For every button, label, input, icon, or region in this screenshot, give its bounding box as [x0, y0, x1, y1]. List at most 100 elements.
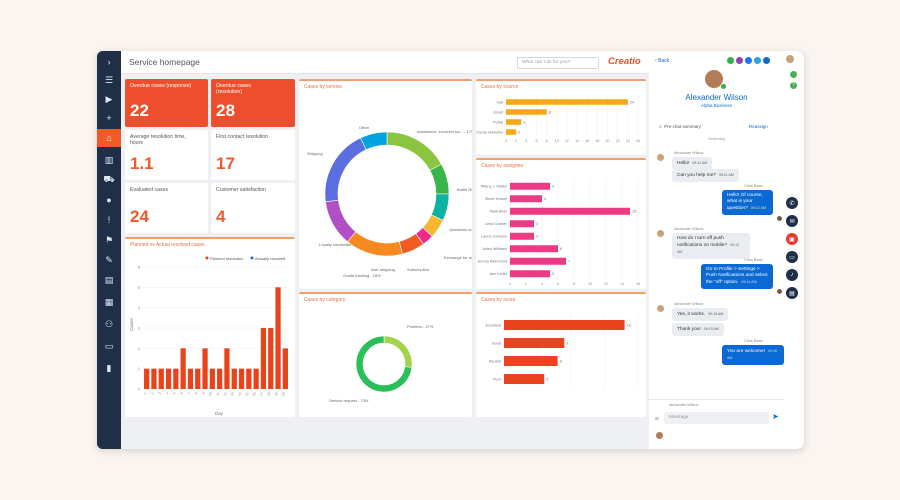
menu-icon[interactable]: ☰ — [104, 74, 114, 85]
x-tick-label: 5 — [172, 391, 176, 395]
play-icon[interactable]: ▶ — [105, 93, 113, 104]
viber-icon[interactable] — [736, 57, 743, 64]
x-tick-label: 0 — [505, 139, 507, 143]
chat-message: Hello! 09:11 AM — [672, 157, 713, 170]
pre-chat-tab[interactable]: ≡ Pre-chat summary — [659, 124, 701, 129]
contact-avatar[interactable] — [704, 69, 724, 89]
library-icon[interactable]: ▮ — [106, 362, 112, 373]
contact-icon[interactable]: ● — [106, 195, 112, 205]
category-label: Excellent — [486, 323, 502, 327]
document-icon[interactable]: ▤ — [104, 274, 114, 285]
bar — [231, 368, 237, 389]
bell-icon[interactable]: ♪ — [786, 269, 798, 281]
kpi-label: Average resolution time, hours — [130, 134, 186, 146]
legend-actual-swatch — [250, 256, 254, 260]
pie-slice — [325, 199, 357, 243]
kpi-tile-first-contact[interactable]: First contact resolution 17 — [211, 130, 295, 180]
panel-title: Cases by source — [481, 84, 519, 90]
home-icon[interactable]: ⌂ — [97, 129, 121, 147]
bar — [282, 348, 288, 389]
bar — [510, 182, 550, 190]
help-icon[interactable]: ? — [790, 82, 797, 89]
message-input[interactable]: Message — [664, 412, 769, 424]
users-icon[interactable]: ⚇ — [104, 318, 114, 329]
message-text: Can you help me? — [677, 173, 716, 178]
kpi-tile-customer-satisfaction[interactable]: Customer satisfaction 4 — [211, 183, 295, 233]
x-tick-label: 22 — [616, 139, 620, 143]
category-label: Lena Cramer — [485, 222, 508, 226]
plus-icon[interactable]: + — [106, 113, 112, 123]
category-label: Neutral — [489, 359, 501, 363]
chevron-right-icon[interactable]: › — [107, 57, 111, 67]
x-tick-label: 14 — [237, 391, 242, 396]
cases-icon[interactable]: ✎ — [105, 254, 113, 265]
channel-icons — [727, 57, 770, 64]
date-divider: Yesterday — [707, 136, 726, 141]
kpi-tile-resolution-time[interactable]: Average resolution time, hours 1.1 — [125, 130, 208, 180]
value-label: 2 — [518, 130, 520, 134]
reassign-button[interactable]: Reassign — [749, 124, 768, 129]
video-icon[interactable]: ▣ — [786, 233, 798, 245]
phone-icon[interactable]: ✆ — [786, 197, 798, 209]
category-label: Social networks — [476, 130, 503, 134]
chat-log: Alexander Wilson Hello! 09:11 AM Can you … — [649, 143, 784, 393]
search-input[interactable]: What can I do for you? — [517, 57, 599, 69]
category-label: Poor — [493, 377, 502, 381]
telegram-icon[interactable] — [754, 57, 761, 64]
message-text: How do I turn off push notifications on … — [677, 236, 728, 248]
attach-icon[interactable]: ⌀ — [655, 416, 659, 422]
slice-label: Assistance: incorrect ba... - 17% — [417, 129, 472, 134]
x-tick-label: 1 — [143, 391, 147, 395]
value-label: 5 — [552, 272, 554, 276]
slice-label: Questions on clarifying... — [449, 227, 472, 232]
whatsapp-icon[interactable] — [727, 57, 734, 64]
cases-by-category-chart: Problem - 27% Service request - 73% — [329, 324, 434, 403]
contact-name[interactable]: Alexander Wilson — [685, 93, 748, 102]
message-time: 09:11 AM — [718, 173, 734, 177]
x-tick-label: 15 — [244, 391, 249, 396]
panel-title: Cases by service — [304, 84, 343, 90]
document-icon[interactable]: ▤ — [786, 287, 798, 299]
x-tick-label: 14 — [620, 282, 624, 286]
chat-icon[interactable]: ▭ — [786, 251, 798, 263]
slice-label: Exchange for another... - 5% — [444, 255, 472, 260]
kpi-tile-overdue-response[interactable]: Overdue cases (response) 22 — [125, 79, 208, 127]
x-tick-label: 9 — [201, 391, 205, 395]
message-text: Hello! Of course, what is your question? — [727, 193, 763, 211]
mail-icon[interactable]: ✉ — [786, 215, 798, 227]
chat-icon[interactable]: ▭ — [104, 340, 114, 351]
x-tick-label: 16 — [636, 282, 640, 286]
bar — [510, 257, 566, 265]
sender-name: Alexander Wilson — [674, 151, 704, 155]
send-icon[interactable]: ➤ — [772, 412, 779, 421]
contact-subtitle[interactable]: Alpha Business — [700, 103, 733, 108]
x-tick-label: 6 — [557, 282, 559, 286]
x-tick-label: 12 — [222, 391, 227, 396]
x-tick-label: 8 — [573, 282, 575, 286]
gear-icon[interactable] — [790, 71, 797, 78]
x-tick-label: 19 — [273, 391, 278, 396]
kpi-tile-overdue-resolution[interactable]: Overdue cases (resolution) 28 — [211, 79, 295, 127]
kpi-tile-evaluated-cases[interactable]: Evaluated cases 24 — [125, 183, 208, 233]
pre-chat-tab-label: Pre-chat summary — [664, 124, 701, 129]
flag-icon[interactable]: ⚑ — [104, 234, 114, 245]
email-channel-icon[interactable] — [763, 57, 770, 64]
agent-avatar[interactable] — [785, 54, 795, 64]
book-icon[interactable]: ▦ — [104, 296, 114, 307]
sender-name: Chris Bean — [744, 258, 763, 262]
message-text: Go to Profile > Settings > Push Notifica… — [706, 267, 768, 285]
bar — [246, 368, 252, 389]
y-tick-label: 5 — [138, 285, 141, 290]
message-text: Hello! — [677, 161, 690, 166]
chart-icon[interactable]: ▥ — [104, 154, 114, 165]
bar — [504, 356, 558, 366]
alert-icon[interactable]: ! — [107, 215, 111, 225]
x-tick-label: 8 — [546, 139, 548, 143]
sender-name: Alexander Wilson — [674, 227, 704, 231]
back-link[interactable]: ‹ Back — [655, 58, 670, 64]
current-user-avatar[interactable] — [655, 431, 664, 440]
slice-label: Subscription — [407, 267, 429, 272]
facebook-icon[interactable] — [745, 57, 752, 64]
value-label: 3 — [536, 235, 538, 239]
cart-icon[interactable]: ⛟ — [103, 174, 115, 184]
